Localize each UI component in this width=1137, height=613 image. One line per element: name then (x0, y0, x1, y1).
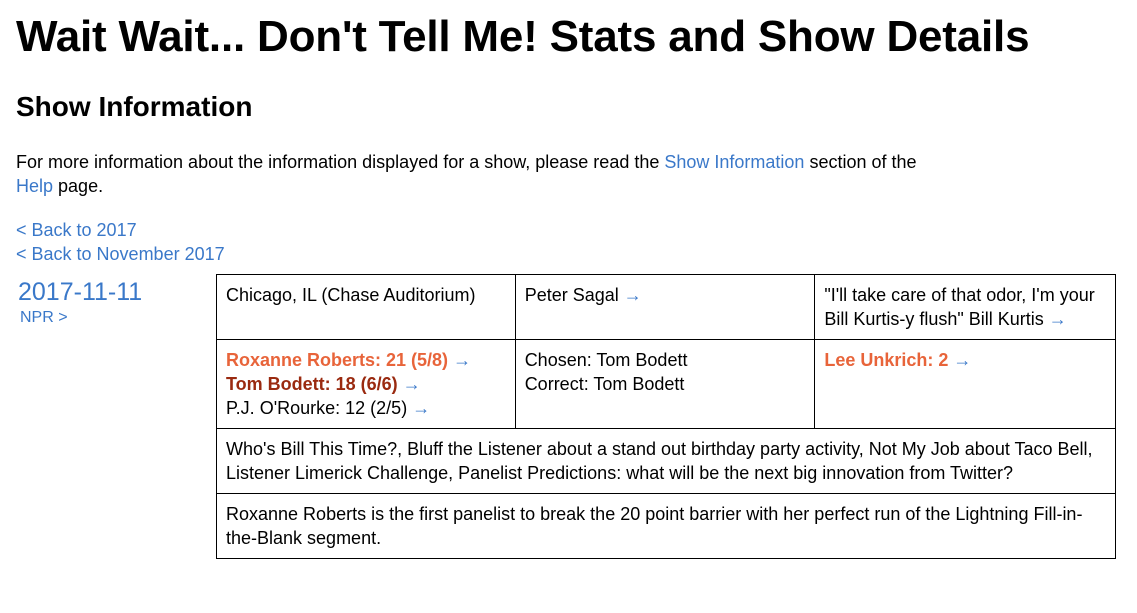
segments-cell: Who's Bill This Time?, Bluff the Listene… (216, 428, 1116, 494)
right-arrow-icon[interactable]: → (623, 285, 642, 305)
show-details-table: Chicago, IL (Chase Auditorium) Peter Sag… (216, 274, 1116, 559)
right-arrow-icon[interactable]: → (453, 350, 472, 370)
show-location: Chicago, IL (Chase Auditorium) (216, 274, 516, 340)
panelists-cell: Roxanne Roberts: 21 (5/8) → Tom Bodett: … (216, 339, 516, 429)
bluff-correct: Correct: Tom Bodett (524, 374, 685, 394)
show-information-link[interactable]: Show Information (664, 152, 805, 172)
guest-score: Lee Unkrich: 2 (824, 350, 949, 370)
panelist-score: P.J. O'Rourke: 12 (2/5) (226, 398, 408, 418)
panelist-row: Roxanne Roberts: 21 (5/8) → (226, 348, 506, 372)
host-name: Peter Sagal (524, 285, 619, 305)
segments-text: Who's Bill This Time?, Bluff the Listene… (226, 439, 1093, 483)
show-host: Peter Sagal → (514, 274, 816, 340)
intro-text-after: page. (53, 176, 104, 196)
npr-link[interactable]: NPR > (20, 309, 68, 326)
show-scorekeeper: "I'll take care of that odor, I'm your B… (814, 274, 1116, 340)
bluff-cell: Chosen: Tom Bodett Correct: Tom Bodett (514, 339, 816, 429)
panelist-score: Roxanne Roberts: 21 (5/8) (226, 350, 449, 370)
guest-cell: Lee Unkrich: 2 → (814, 339, 1116, 429)
section-title: Show Information (16, 91, 253, 122)
page-title: Wait Wait... Don't Tell Me! Stats and Sh… (16, 12, 1030, 61)
help-link[interactable]: Help (16, 176, 54, 196)
table-row: Roxanne Roberts is the first panelist to… (216, 493, 1116, 559)
panelist-score: Tom Bodett: 18 (6/6) (226, 374, 398, 394)
right-arrow-icon[interactable]: → (412, 398, 431, 418)
show-date-column: 2017-11-11 NPR > (18, 277, 142, 329)
notes-cell: Roxanne Roberts is the first panelist to… (216, 493, 1116, 559)
panelist-row: Tom Bodett: 18 (6/6) → (226, 372, 506, 396)
intro-text-before: For more information about the informati… (16, 152, 665, 172)
right-arrow-icon[interactable]: → (1048, 309, 1067, 329)
location-text: Chicago, IL (Chase Auditorium) (226, 285, 476, 305)
back-links: < Back to 2017 < Back to November 2017 (16, 218, 225, 266)
table-row: Who's Bill This Time?, Bluff the Listene… (216, 428, 1116, 494)
table-row: Chicago, IL (Chase Auditorium) Peter Sag… (216, 274, 1116, 340)
back-to-year-link[interactable]: < Back to 2017 (16, 220, 137, 240)
back-to-month-link[interactable]: < Back to November 2017 (16, 244, 225, 264)
bluff-chosen: Chosen: Tom Bodett (524, 350, 688, 370)
right-arrow-icon[interactable]: → (402, 374, 421, 394)
intro-text-middle: section of the (804, 152, 917, 172)
scorekeeper-quote: "I'll take care of that odor, I'm your B… (824, 285, 1095, 329)
table-row: Roxanne Roberts: 21 (5/8) → Tom Bodett: … (216, 339, 1116, 429)
intro-paragraph: For more information about the informati… (16, 150, 1096, 198)
notes-text: Roxanne Roberts is the first panelist to… (226, 504, 1083, 548)
show-date-link[interactable]: 2017-11-11 (18, 278, 143, 306)
right-arrow-icon[interactable]: → (953, 350, 972, 370)
panelist-row: P.J. O'Rourke: 12 (2/5) → (226, 396, 506, 420)
